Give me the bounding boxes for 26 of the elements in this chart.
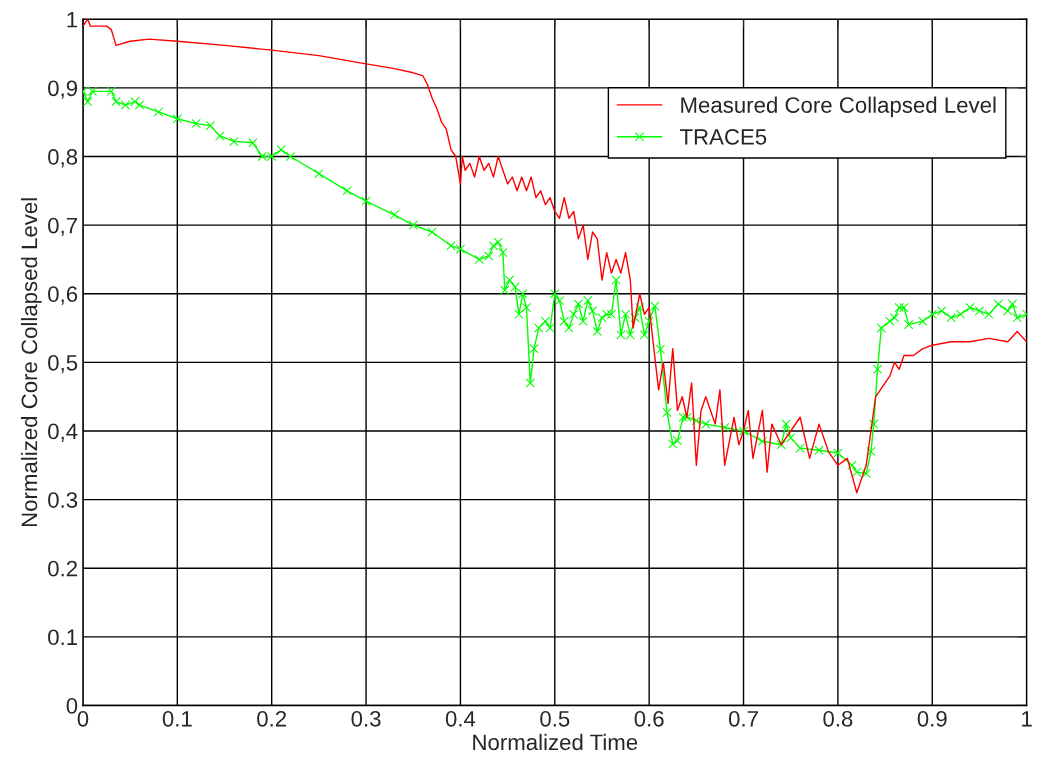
y-tick-label: 0,5	[48, 354, 78, 374]
y-tick-label: 0,9	[48, 80, 78, 99]
x-tick-label: 0.5	[540, 710, 570, 727]
x-tick-label: 0.6	[634, 710, 664, 727]
y-tick-label: 1	[67, 12, 78, 28]
x-tick-label: 0	[77, 710, 89, 727]
y-axis-title: Normalized Core Collapsed Level	[20, 198, 42, 527]
x-tick-label: 0.9	[917, 710, 947, 727]
y-tick-label: 0,4	[48, 423, 78, 442]
x-tick-label: 0.4	[445, 710, 476, 727]
y-tick-label: 0.2	[48, 560, 77, 577]
x-axis-title: Normalized Time	[473, 733, 638, 751]
x-tick-label: 0.7	[728, 710, 758, 727]
y-tick-label: 0,7	[48, 217, 77, 237]
x-tick-label: 0.1	[162, 710, 192, 727]
legend-label: Measured Core Collapsed Level	[681, 96, 996, 118]
x-tick-label: 0.3	[351, 710, 381, 727]
x-tick-label: 1	[1022, 711, 1032, 727]
y-tick-label: 0.3	[48, 492, 78, 508]
legend-label: TRACE5	[679, 129, 767, 145]
x-tick-label: 0.8	[823, 710, 853, 727]
y-tick-label: 0.1	[48, 629, 78, 646]
y-tick-label: 0	[66, 698, 78, 714]
y-tick-label: 0,8	[48, 149, 78, 168]
x-tick-label: 0.2	[257, 710, 287, 727]
y-tick-label: 0,6	[48, 286, 78, 305]
